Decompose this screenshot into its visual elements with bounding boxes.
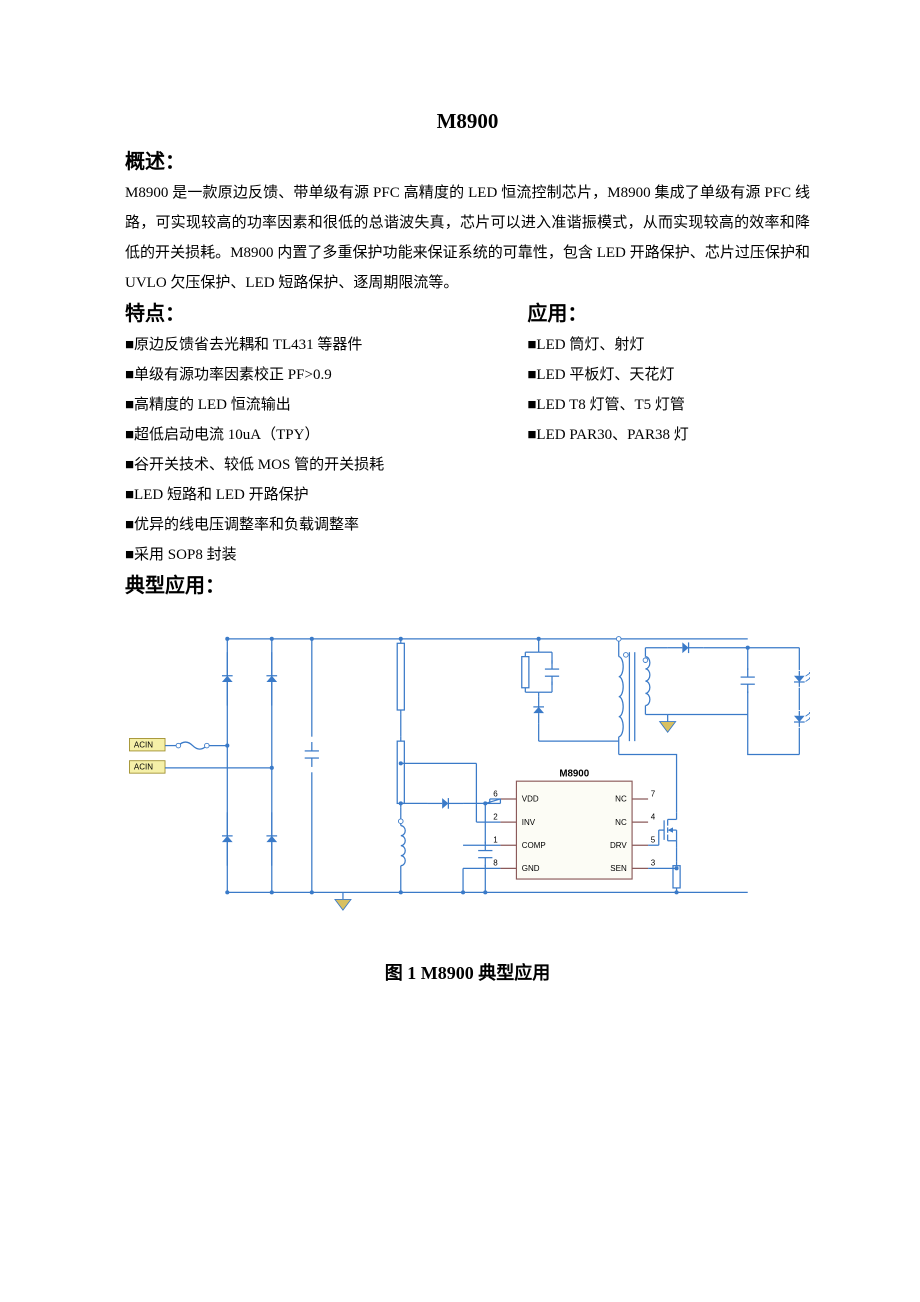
svg-text:6: 6 [493,789,498,798]
svg-text:8: 8 [493,859,498,868]
svg-text:DRV: DRV [610,841,627,850]
schematic-diagram: ACIN ACIN M8900 6 VDD 2 INV 1 COMP 8 GND 7 NC 4 NC 5 DRV… [125,602,810,947]
application-item: ■LED T8 灯管、T5 灯管 [527,390,810,420]
svg-text:GND: GND [522,864,540,873]
svg-text:4: 4 [651,812,656,821]
feature-item: ■单级有源功率因素校正 PF>0.9 [125,360,507,390]
svg-text:NC: NC [615,795,627,804]
svg-text:1: 1 [493,836,498,845]
svg-text:NC: NC [615,818,627,827]
svg-text:ACIN: ACIN [134,763,153,772]
feature-item: ■原边反馈省去光耦和 TL431 等器件 [125,330,507,360]
overview-body: M8900 是一款原边反馈、带单级有源 PFC 高精度的 LED 恒流控制芯片，… [125,178,810,298]
typical-heading: 典型应用： [125,572,810,600]
features-heading: 特点： [125,300,507,328]
feature-item: ■优异的线电压调整率和负载调整率 [125,510,507,540]
application-item: ■LED PAR30、PAR38 灯 [527,420,810,450]
svg-text:INV: INV [522,818,536,827]
application-item: ■LED 筒灯、射灯 [527,330,810,360]
svg-text:M8900: M8900 [559,769,589,780]
svg-text:2: 2 [493,812,498,821]
feature-item: ■LED 短路和 LED 开路保护 [125,480,507,510]
svg-text:3: 3 [651,859,656,868]
svg-text:7: 7 [651,789,656,798]
svg-text:5: 5 [651,836,656,845]
feature-item: ■高精度的 LED 恒流输出 [125,390,507,420]
feature-item: ■超低启动电流 10uA（TPY） [125,420,507,450]
applications-heading: 应用： [527,300,810,328]
application-item: ■LED 平板灯、天花灯 [527,360,810,390]
svg-text:COMP: COMP [522,841,546,850]
figure-caption: 图 1 M8900 典型应用 [125,955,810,991]
feature-item: ■采用 SOP8 封装 [125,540,507,570]
overview-heading: 概述： [125,148,810,176]
page-title: M8900 [125,100,810,142]
feature-item: ■谷开关技术、较低 MOS 管的开关损耗 [125,450,507,480]
svg-text:SEN: SEN [610,864,627,873]
svg-text:VDD: VDD [522,795,539,804]
svg-text:ACIN: ACIN [134,740,153,749]
